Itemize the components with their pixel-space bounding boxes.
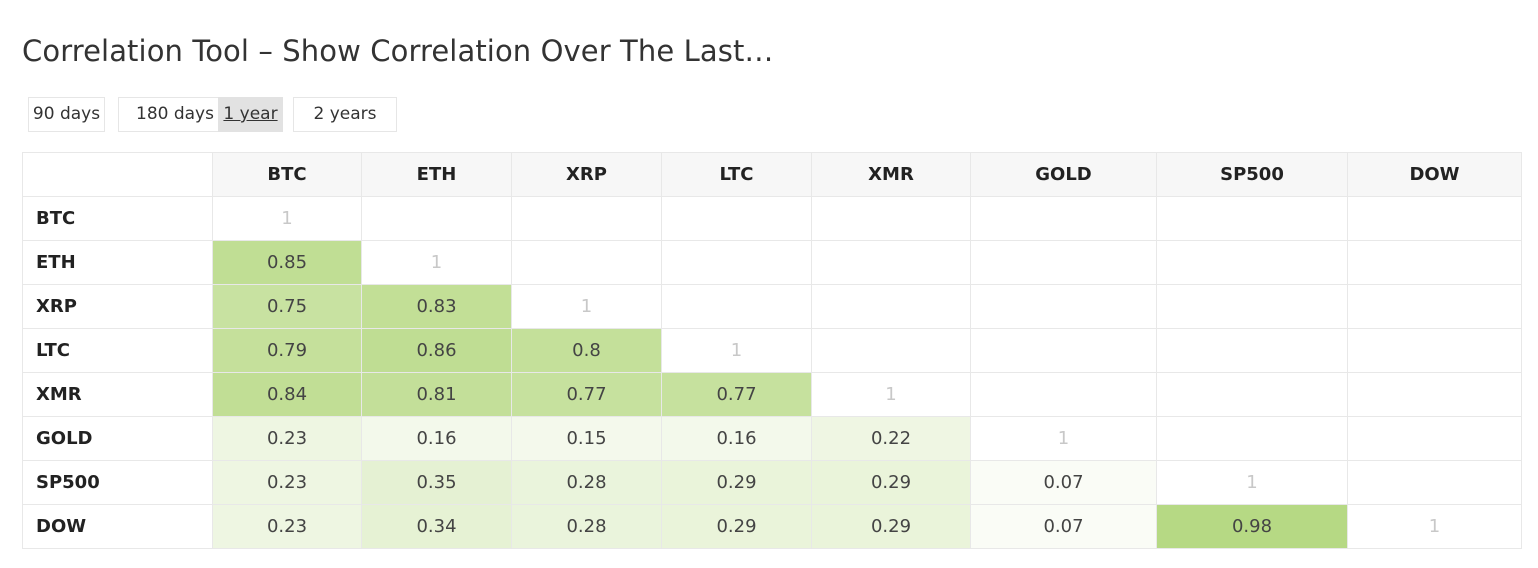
empty-cell [1347,328,1522,373]
diagonal-cell: 1 [1347,504,1522,549]
empty-cell [511,196,662,241]
correlation-cell: 0.79 [212,328,362,373]
column-header: DOW [1347,152,1522,197]
diagonal-cell: 1 [212,196,362,241]
empty-cell [511,240,662,285]
empty-cell [661,196,812,241]
correlation-cell: 0.84 [212,372,362,417]
column-header: XMR [811,152,971,197]
row-header: GOLD [22,416,213,461]
correlation-cell: 0.15 [511,416,662,461]
diagonal-cell: 1 [511,284,662,329]
table-row: ETH 0.85 1 [22,240,1522,285]
empty-cell [1156,372,1348,417]
correlation-cell: 0.22 [811,416,971,461]
empty-cell [970,372,1157,417]
correlation-cell: 0.29 [811,460,971,505]
row-header: DOW [22,504,213,549]
correlation-cell: 0.28 [511,460,662,505]
diagonal-cell: 1 [970,416,1157,461]
empty-cell [1347,372,1522,417]
empty-cell [1156,284,1348,329]
page-title: Correlation Tool – Show Correlation Over… [22,34,774,68]
correlation-cell: 0.98 [1156,504,1348,549]
empty-cell [1347,460,1522,505]
row-header: BTC [22,196,213,241]
row-header: SP500 [22,460,213,505]
row-header: XRP [22,284,213,329]
period-180-days-button[interactable]: 180 days [118,97,232,132]
empty-cell [1156,240,1348,285]
column-header: GOLD [970,152,1157,197]
correlation-cell: 0.29 [811,504,971,549]
table-row: GOLD 0.23 0.16 0.15 0.16 0.22 1 [22,416,1522,461]
correlation-cell: 0.16 [661,416,812,461]
diagonal-cell: 1 [361,240,512,285]
column-header: LTC [661,152,812,197]
empty-cell [970,240,1157,285]
empty-cell [970,284,1157,329]
diagonal-cell: 1 [811,372,971,417]
correlation-cell: 0.86 [361,328,512,373]
empty-cell [1347,196,1522,241]
empty-cell [1347,284,1522,329]
empty-cell [970,196,1157,241]
correlation-cell: 0.23 [212,416,362,461]
correlation-cell: 0.34 [361,504,512,549]
empty-cell [361,196,512,241]
table-header-row: BTC ETH XRP LTC XMR GOLD SP500 DOW [22,152,1522,197]
empty-cell [1347,416,1522,461]
correlation-cell: 0.83 [361,284,512,329]
row-header: LTC [22,328,213,373]
correlation-cell: 0.75 [212,284,362,329]
column-header: ETH [361,152,512,197]
table-row: XMR 0.84 0.81 0.77 0.77 1 [22,372,1522,417]
table-row: XRP 0.75 0.83 1 [22,284,1522,329]
empty-cell [970,328,1157,373]
row-header: ETH [22,240,213,285]
column-header: XRP [511,152,662,197]
correlation-table: BTC ETH XRP LTC XMR GOLD SP500 DOW BTC 1 E… [22,152,1522,549]
period-90-days-button[interactable]: 90 days [28,97,105,132]
empty-cell [811,240,971,285]
empty-cell [811,328,971,373]
table-row: LTC 0.79 0.86 0.8 1 [22,328,1522,373]
correlation-cell: 0.81 [361,372,512,417]
empty-cell [661,284,812,329]
empty-cell [1347,240,1522,285]
diagonal-cell: 1 [1156,460,1348,505]
row-header: XMR [22,372,213,417]
correlation-cell: 0.16 [361,416,512,461]
correlation-cell: 0.8 [511,328,662,373]
empty-cell [1156,416,1348,461]
empty-cell [661,240,812,285]
empty-cell [1156,328,1348,373]
correlation-cell: 0.23 [212,460,362,505]
diagonal-cell: 1 [661,328,812,373]
correlation-cell: 0.07 [970,460,1157,505]
table-row: SP500 0.23 0.35 0.28 0.29 0.29 0.07 1 [22,460,1522,505]
empty-cell [811,284,971,329]
correlation-cell: 0.07 [970,504,1157,549]
empty-cell [811,196,971,241]
correlation-cell: 0.85 [212,240,362,285]
correlation-cell: 0.29 [661,460,812,505]
table-row: BTC 1 [22,196,1522,241]
empty-cell [1156,196,1348,241]
period-2-years-button[interactable]: 2 years [293,97,397,132]
column-header: BTC [212,152,362,197]
correlation-cell: 0.28 [511,504,662,549]
table-row: DOW 0.23 0.34 0.28 0.29 0.29 0.07 0.98 1 [22,504,1522,549]
column-header: SP500 [1156,152,1348,197]
correlation-cell: 0.77 [511,372,662,417]
correlation-cell: 0.77 [661,372,812,417]
correlation-cell: 0.29 [661,504,812,549]
period-1-year-button[interactable]: 1 year [218,97,283,132]
correlation-cell: 0.35 [361,460,512,505]
table-corner-cell [22,152,213,197]
correlation-cell: 0.23 [212,504,362,549]
